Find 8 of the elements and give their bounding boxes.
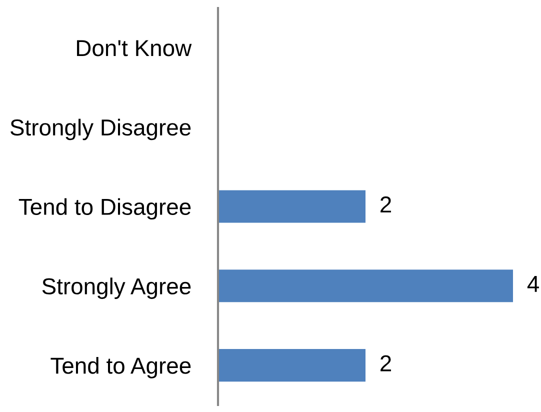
y-tick-label: Tend to Agree bbox=[50, 356, 191, 378]
y-tick-label: Strongly Agree bbox=[42, 278, 191, 299]
data-label: 2 bbox=[380, 196, 391, 212]
y-tick-label: Don't Know bbox=[77, 40, 192, 56]
y-tick-label: Strongly Disagree bbox=[10, 118, 191, 140]
data-label: 2 bbox=[380, 355, 391, 372]
data-label: 4 bbox=[527, 276, 539, 292]
y-tick-label: Tend to Disagree bbox=[18, 198, 191, 220]
